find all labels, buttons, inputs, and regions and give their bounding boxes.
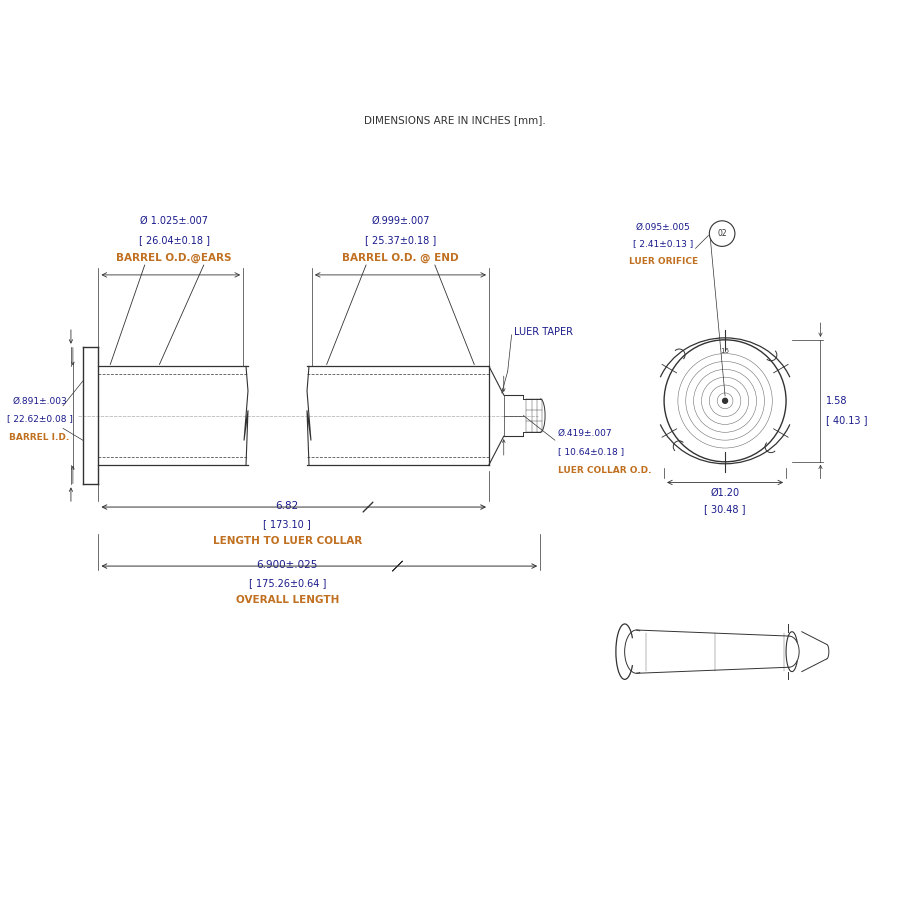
Text: [ 25.37±0.18 ]: [ 25.37±0.18 ] <box>364 236 436 246</box>
Text: [ 175.26±0.64 ]: [ 175.26±0.64 ] <box>248 578 326 588</box>
Text: Ø.999±.007: Ø.999±.007 <box>371 216 429 226</box>
Text: LENGTH TO LUER COLLAR: LENGTH TO LUER COLLAR <box>212 536 362 546</box>
Text: LUER ORIFICE: LUER ORIFICE <box>628 257 698 266</box>
Circle shape <box>723 399 727 403</box>
Text: Ø.419±.007: Ø.419±.007 <box>558 429 613 438</box>
Text: Ø1.20: Ø1.20 <box>710 488 740 498</box>
Text: 1.58: 1.58 <box>826 396 848 406</box>
Text: 02: 02 <box>717 230 727 238</box>
Text: [ 26.04±0.18 ]: [ 26.04±0.18 ] <box>139 236 210 246</box>
Text: 6.900±.025: 6.900±.025 <box>256 560 318 570</box>
Text: [ 40.13 ]: [ 40.13 ] <box>826 416 868 426</box>
Text: [ 10.64±0.18 ]: [ 10.64±0.18 ] <box>558 447 624 456</box>
Text: [ 22.62±0.08 ]: [ 22.62±0.08 ] <box>6 414 72 423</box>
Text: LUER TAPER: LUER TAPER <box>514 327 572 337</box>
Text: DIMENSIONS ARE IN INCHES [mm].: DIMENSIONS ARE IN INCHES [mm]. <box>364 115 545 125</box>
Text: Ø 1.025±.007: Ø 1.025±.007 <box>140 216 208 226</box>
Text: [ 173.10 ]: [ 173.10 ] <box>264 518 311 528</box>
Text: LUER COLLAR O.D.: LUER COLLAR O.D. <box>558 465 652 474</box>
Text: [ 30.48 ]: [ 30.48 ] <box>705 504 746 514</box>
Text: Ø.095±.005: Ø.095±.005 <box>635 222 690 231</box>
Text: BARREL O.D.@EARS: BARREL O.D.@EARS <box>116 253 232 263</box>
Text: OVERALL LENGTH: OVERALL LENGTH <box>236 596 339 606</box>
Text: [ 2.41±0.13 ]: [ 2.41±0.13 ] <box>633 239 693 248</box>
Text: 16: 16 <box>721 347 730 354</box>
Text: 6.82: 6.82 <box>275 501 299 511</box>
Text: BARREL O.D. @ END: BARREL O.D. @ END <box>342 253 459 263</box>
Text: Ø.891±.003: Ø.891±.003 <box>12 397 67 406</box>
Text: BARREL I.D.: BARREL I.D. <box>9 433 69 442</box>
